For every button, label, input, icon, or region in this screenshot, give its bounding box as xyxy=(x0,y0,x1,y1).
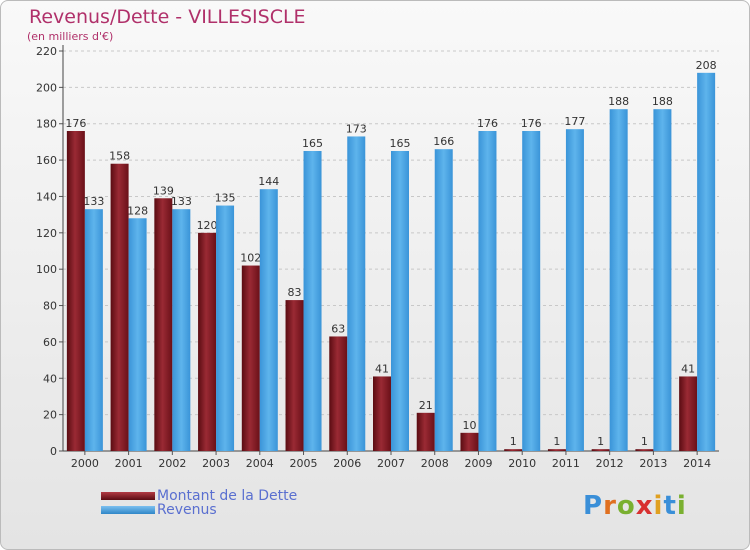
x-tick-label: 2007 xyxy=(377,457,405,470)
x-tick-label: 2009 xyxy=(464,457,492,470)
data-label-dette: 1 xyxy=(641,435,648,448)
data-label-revenus: 188 xyxy=(652,95,673,108)
data-label-dette: 102 xyxy=(240,252,261,265)
x-tick-label: 2013 xyxy=(639,457,667,470)
data-label-revenus: 177 xyxy=(564,115,585,128)
x-tick-label: 2010 xyxy=(508,457,536,470)
bar-revenus xyxy=(172,209,191,451)
bar-revenus xyxy=(565,129,584,451)
data-label-revenus: 176 xyxy=(521,117,542,130)
data-label-revenus: 173 xyxy=(346,122,367,135)
legend-item-revenus: Revenus xyxy=(101,502,217,518)
x-tick-label: 2005 xyxy=(290,457,318,470)
bar-dette xyxy=(416,412,435,451)
data-label-dette: 41 xyxy=(375,362,389,375)
data-label-dette: 176 xyxy=(65,117,86,130)
data-label-revenus: 144 xyxy=(258,175,279,188)
bar-dette xyxy=(198,232,217,451)
data-label-dette: 10 xyxy=(462,419,476,432)
bar-dette xyxy=(154,198,173,451)
legend-swatch-dette xyxy=(101,492,155,500)
proxiti-logo: Proxiti xyxy=(583,491,687,521)
data-label-revenus: 165 xyxy=(390,137,411,150)
bar-revenus xyxy=(347,136,366,452)
bar-revenus xyxy=(609,109,628,451)
bar-revenus xyxy=(391,151,409,451)
legend-label-revenus: Revenus xyxy=(157,502,217,518)
data-label-dette: 120 xyxy=(197,219,218,232)
data-label-dette: 1 xyxy=(553,435,560,448)
x-tick-label: 2003 xyxy=(202,457,230,470)
bar-revenus xyxy=(259,189,278,451)
bar-dette xyxy=(110,163,129,451)
y-tick-label: 140 xyxy=(36,190,57,203)
y-tick-label: 220 xyxy=(36,45,57,58)
data-label-revenus: 133 xyxy=(83,195,104,208)
bar-dette xyxy=(329,336,348,451)
legend-label-dette: Montant de la Dette xyxy=(157,488,298,504)
bar-dette xyxy=(373,376,391,451)
data-label-revenus: 208 xyxy=(696,59,717,72)
bar-dette xyxy=(504,449,523,451)
x-tick-label: 2001 xyxy=(115,457,143,470)
bar-dette xyxy=(591,449,610,451)
data-label-revenus: 128 xyxy=(127,204,148,217)
bar-dette xyxy=(460,432,479,451)
y-tick-label: 80 xyxy=(43,300,57,313)
data-label-dette: 63 xyxy=(331,322,345,335)
bar-revenus xyxy=(303,151,322,451)
bar-dette xyxy=(241,265,260,451)
data-label-revenus: 176 xyxy=(477,117,498,130)
x-tick-label: 2002 xyxy=(158,457,186,470)
bar-dette xyxy=(635,449,654,451)
y-tick-label: 200 xyxy=(36,81,57,94)
data-label-revenus: 135 xyxy=(215,192,236,205)
y-tick-label: 60 xyxy=(43,336,57,349)
x-tick-label: 2004 xyxy=(246,457,274,470)
x-tick-label: 2012 xyxy=(596,457,624,470)
y-tick-label: 100 xyxy=(36,263,57,276)
bar-revenus xyxy=(216,205,235,451)
y-tick-label: 20 xyxy=(43,409,57,422)
y-tick-label: 0 xyxy=(50,445,57,458)
x-tick-label: 2000 xyxy=(71,457,99,470)
bar-revenus xyxy=(478,131,497,451)
data-label-dette: 1 xyxy=(510,435,517,448)
data-label-revenus: 133 xyxy=(171,195,192,208)
y-tick-label: 160 xyxy=(36,154,57,167)
data-label-dette: 83 xyxy=(288,286,302,299)
data-label-revenus: 166 xyxy=(433,135,454,148)
x-tick-label: 2014 xyxy=(683,457,711,470)
bar-revenus xyxy=(84,209,103,451)
bar-dette xyxy=(285,300,304,451)
chart-subtitle: (en milliers d'€) xyxy=(27,30,114,43)
data-label-revenus: 165 xyxy=(302,137,323,150)
x-tick-label: 2008 xyxy=(421,457,449,470)
legend-swatch-revenus xyxy=(101,506,155,514)
legend-item-dette: Montant de la Dette xyxy=(101,488,297,504)
data-label-dette: 139 xyxy=(153,184,174,197)
data-label-dette: 1 xyxy=(597,435,604,448)
bar-revenus xyxy=(434,149,453,451)
bar-revenus xyxy=(522,131,541,451)
chart-title: Revenus/Dette - VILLESISCLE xyxy=(29,6,306,28)
x-tick-label: 2011 xyxy=(552,457,580,470)
bar-revenus xyxy=(128,218,147,451)
bar-revenus xyxy=(697,72,716,452)
data-label-dette: 158 xyxy=(109,150,130,163)
data-label-dette: 41 xyxy=(681,362,695,375)
bar-dette xyxy=(66,131,85,451)
y-tick-label: 180 xyxy=(36,118,57,131)
x-tick-label: 2006 xyxy=(333,457,361,470)
y-tick-label: 40 xyxy=(43,372,57,385)
bar-revenus xyxy=(653,109,672,451)
data-label-dette: 21 xyxy=(419,399,433,412)
data-label-revenus: 188 xyxy=(608,95,629,108)
bar-dette xyxy=(547,449,566,451)
bar-dette xyxy=(679,376,698,451)
y-tick-label: 120 xyxy=(36,227,57,240)
